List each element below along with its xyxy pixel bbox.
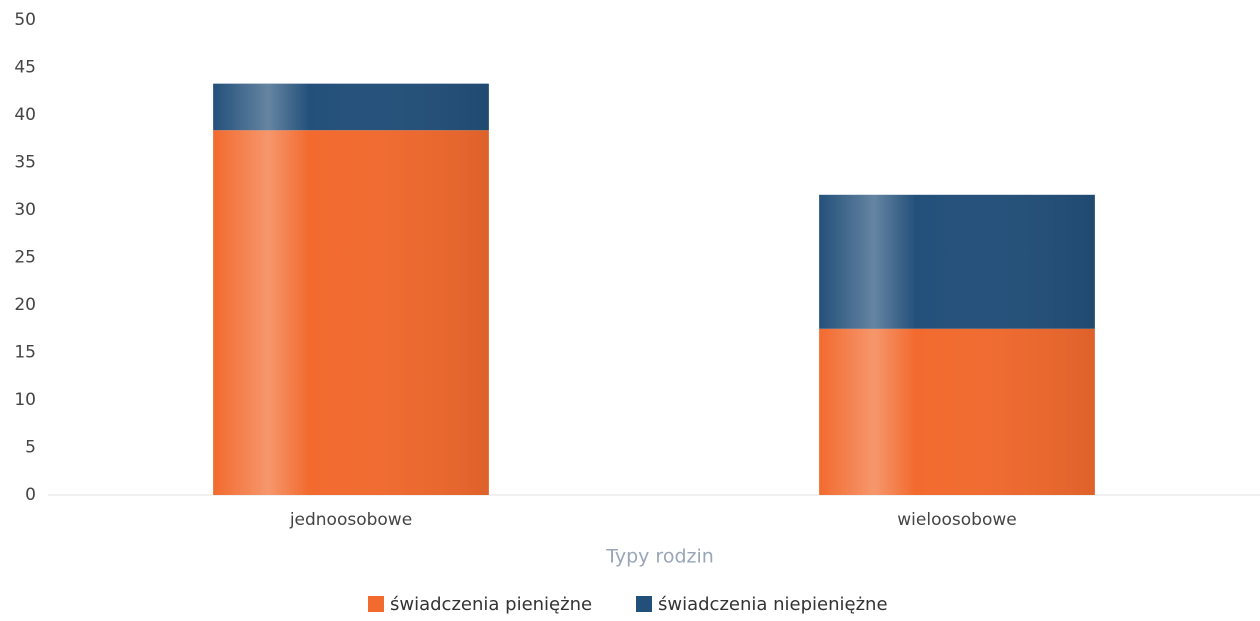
y-tick-label: 5 [25,438,36,458]
y-tick-label: 30 [14,200,36,220]
y-tick-label: 35 [14,153,36,173]
y-tick-label: 25 [14,248,36,268]
y-tick-label: 45 [14,58,36,78]
bar-shade [819,328,1095,495]
x-tick-label: jednoosobowe [289,510,412,530]
y-tick-label: 50 [14,10,36,30]
legend-label: świadczenia pieniężne [390,594,592,615]
legend-swatch [368,596,384,612]
bar-shade [819,194,1095,329]
x-axis-title: Typy rodzin [605,546,714,568]
y-tick-label: 15 [14,343,36,363]
x-tick-label: wieloosobowe [897,510,1016,530]
legend-label: świadczenia niepieniężne [658,594,888,615]
bar-shade [213,83,489,131]
y-tick-label: 20 [14,295,36,315]
bar-shade [213,130,489,495]
y-tick-label: 0 [25,485,36,505]
y-tick-label: 40 [14,105,36,125]
legend-swatch [636,596,652,612]
y-tick-label: 10 [14,390,36,410]
